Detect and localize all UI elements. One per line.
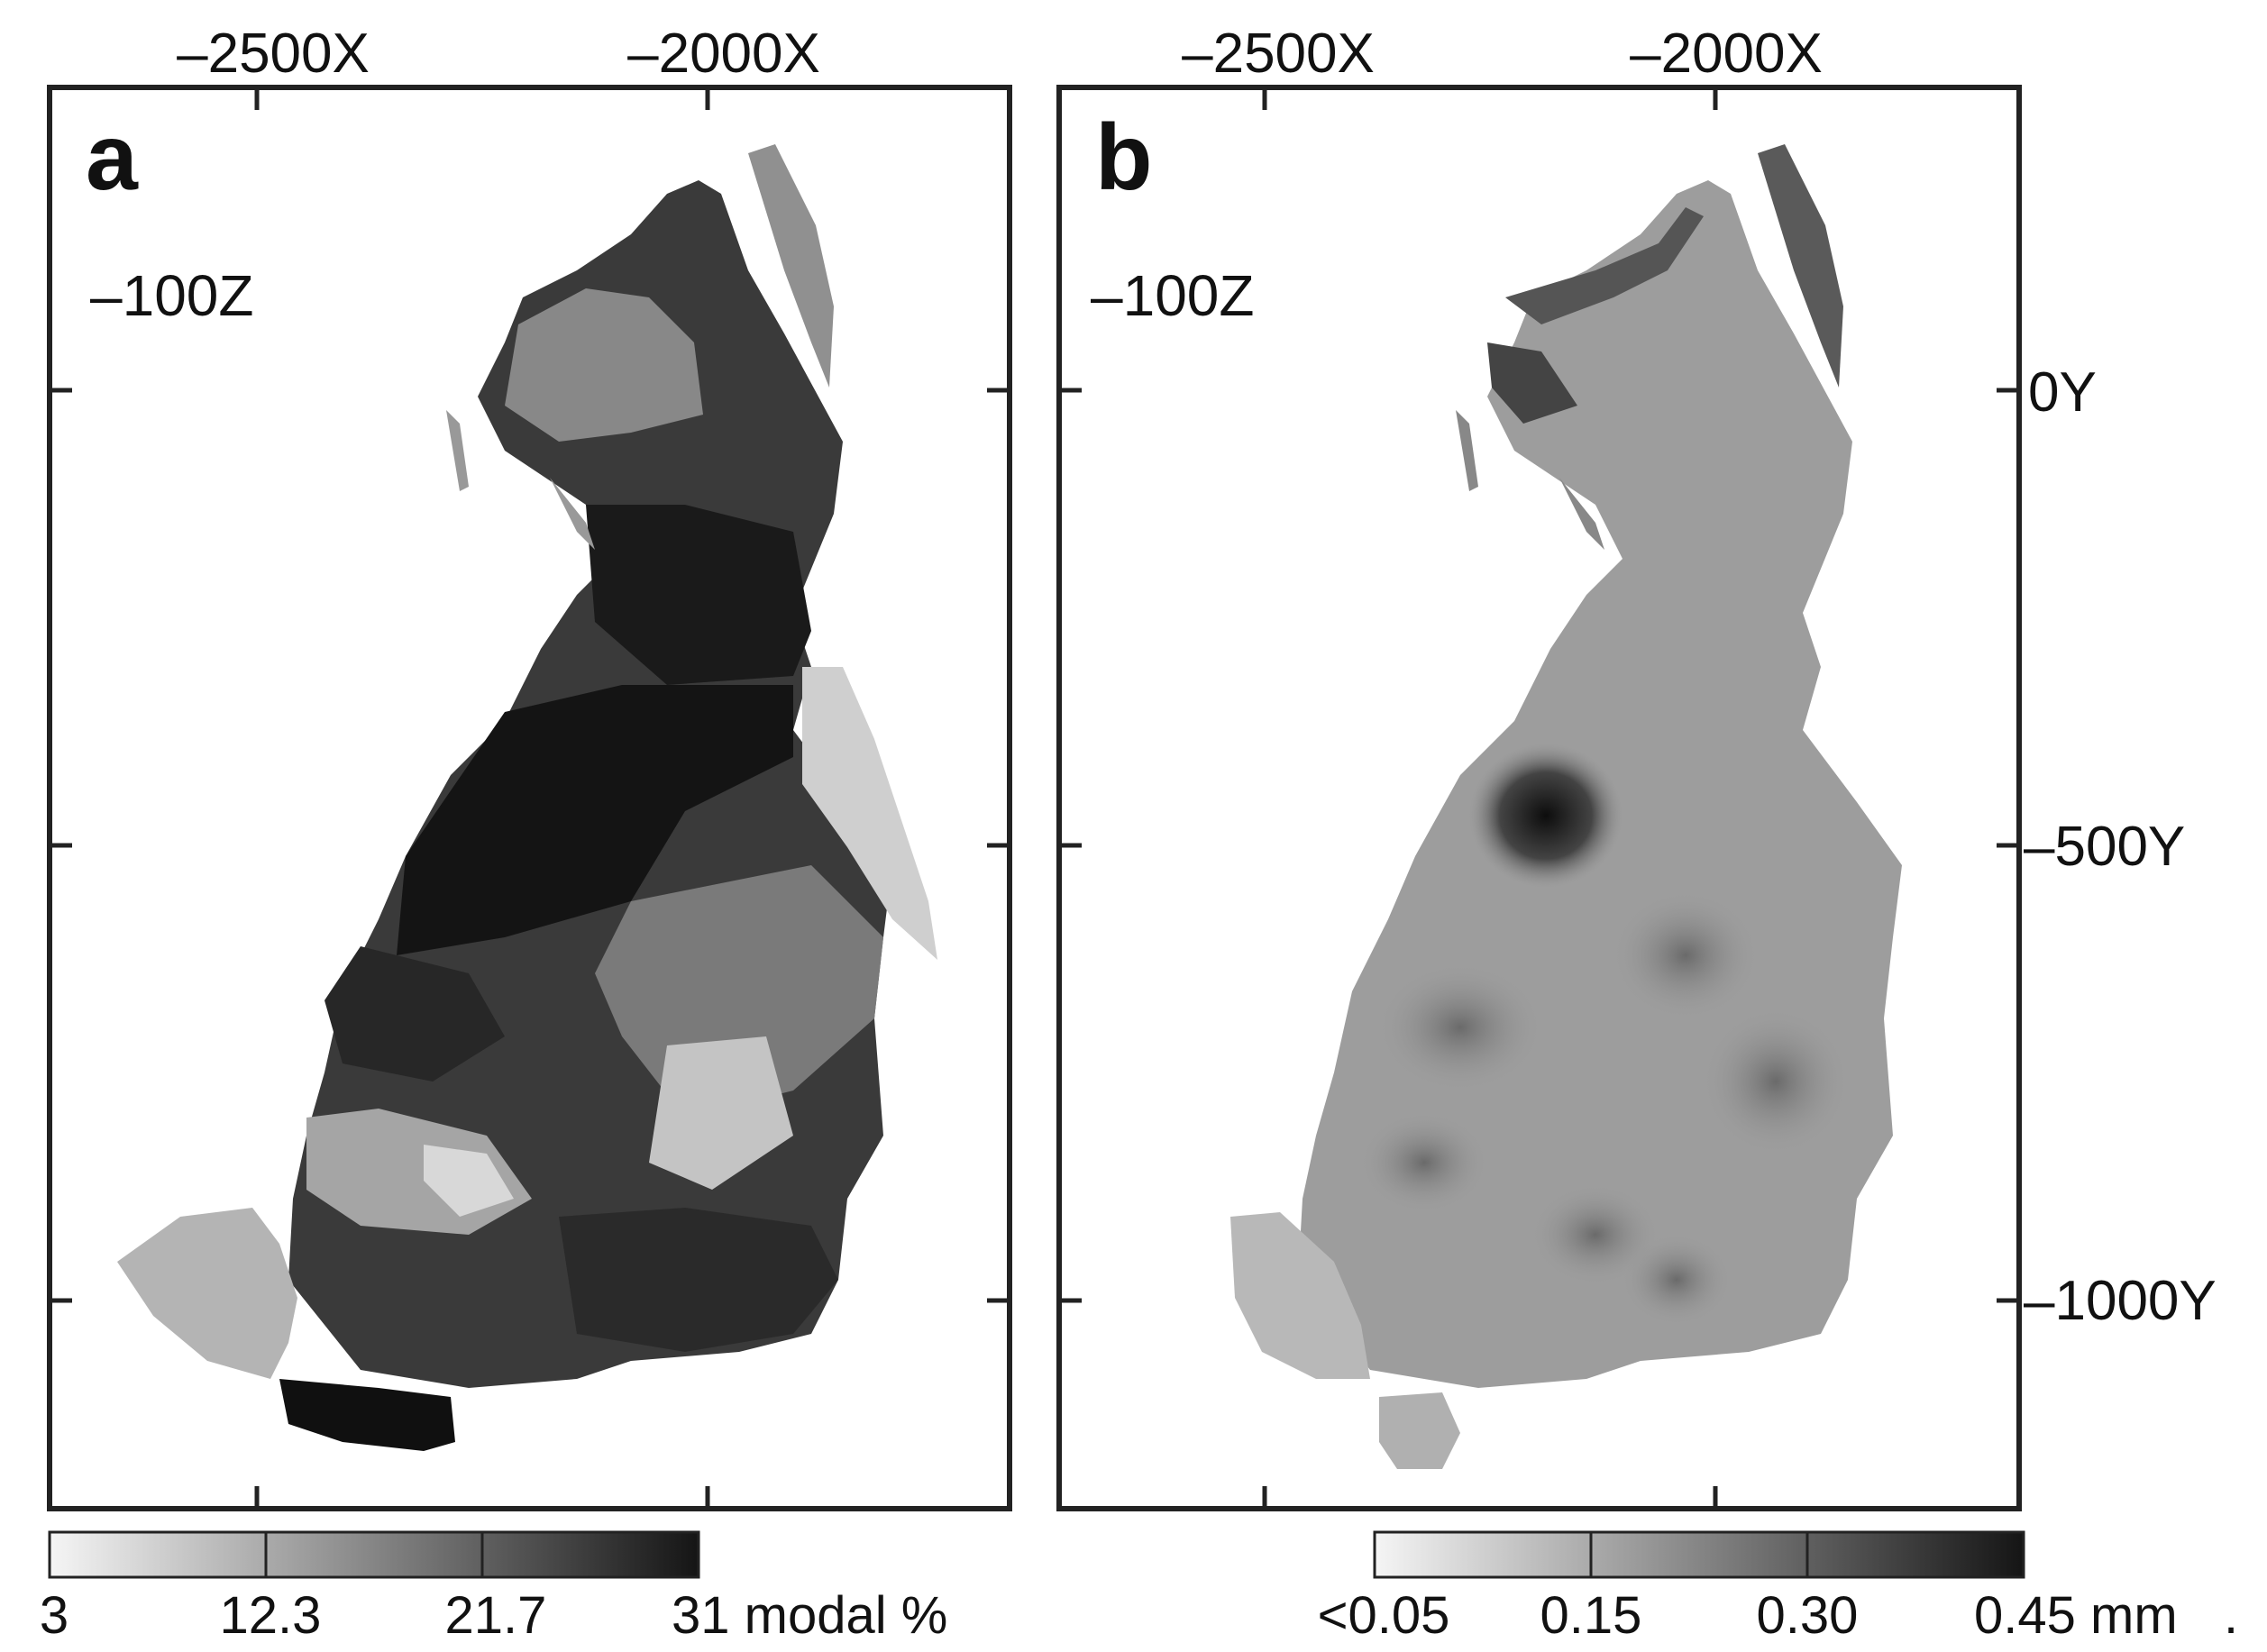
x-tick-label: –2000X (1630, 23, 1823, 85)
panel-letter: a (86, 105, 139, 210)
panel-a-map: –2500X –2000X a –100Z (47, 23, 1012, 1511)
trailing-mark: . (2224, 1586, 2238, 1640)
map-frame (1056, 85, 2022, 1511)
colorbar-label: 0.15 (1540, 1586, 1642, 1640)
colorbar-label: 0.45 mm (1974, 1586, 2178, 1640)
y-tick-label: 0Y (2028, 361, 2097, 424)
panel-b: –2500X –2000X 0Y –500Y –1000Y b –100Z (1037, 0, 2267, 1647)
x-tick-label: –2000X (627, 23, 820, 85)
colorbar-b: <0.05 0.15 0.30 0.45 mm . (1318, 1530, 2238, 1640)
panel-letter: b (1095, 105, 1153, 210)
depth-label: –100Z (90, 263, 253, 328)
x-tick-label: –2500X (177, 23, 370, 85)
panel-b-map: –2500X –2000X 0Y –500Y –1000Y b –100Z (1056, 23, 2217, 1511)
y-tick-label: –500Y (2024, 816, 2185, 878)
colorbar-label: 0.30 (1757, 1586, 1859, 1640)
map-frame (47, 85, 1012, 1511)
x-tick-label: –2500X (1182, 23, 1375, 85)
intrusion-map-grainsize (1230, 144, 1902, 1469)
intrusion-map-modal (117, 144, 937, 1451)
colorbar-ramp (1373, 1530, 2025, 1579)
colorbar-label: 31 modal % (672, 1586, 947, 1640)
colorbar-ramp (48, 1530, 700, 1579)
y-tick-label: –1000Y (2024, 1270, 2217, 1332)
colorbar-label: <0.05 (1318, 1586, 1450, 1640)
colorbar-label: 12.3 (220, 1586, 322, 1640)
colorbar-label: 21.7 (445, 1586, 547, 1640)
panel-a: –2500X –2000X a –100Z (0, 0, 1037, 1647)
colorbar-a: 3 12.3 21.7 31 modal % (40, 1530, 947, 1640)
depth-label: –100Z (1091, 263, 1254, 328)
colorbar-label: 3 (40, 1586, 69, 1640)
